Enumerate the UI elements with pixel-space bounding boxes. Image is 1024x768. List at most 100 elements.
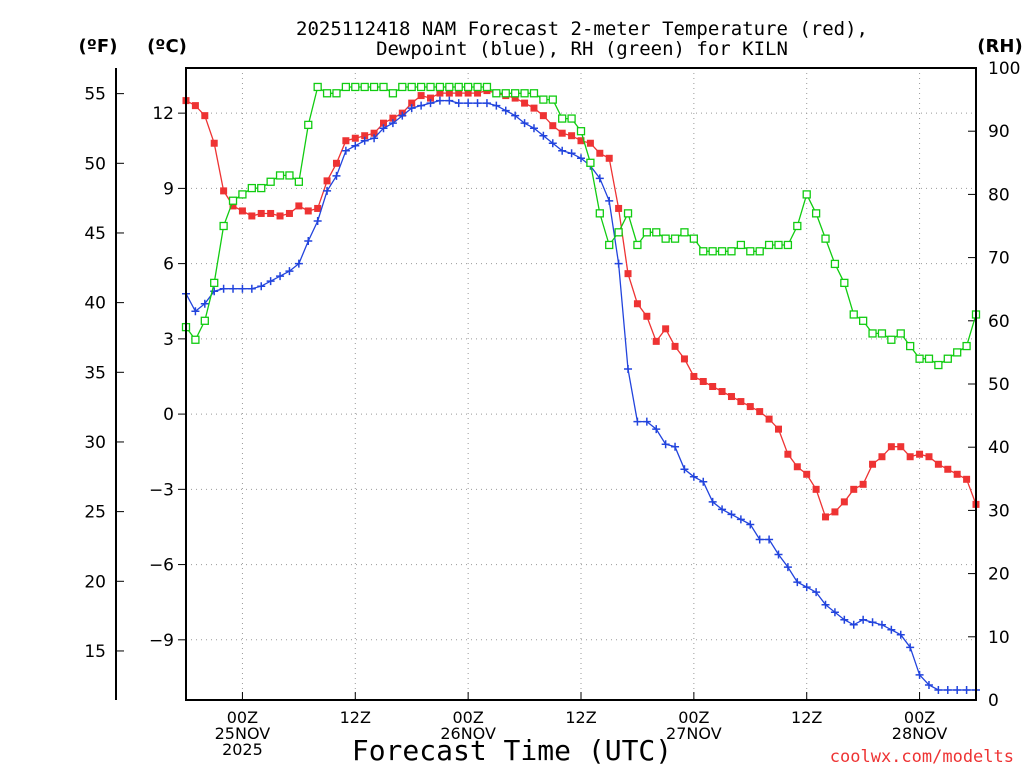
temperature-point	[586, 139, 594, 147]
dewpoint-point	[633, 417, 642, 426]
temperature-point	[238, 207, 246, 215]
dewpoint-point	[464, 99, 473, 108]
dewpoint-point	[746, 520, 755, 529]
dewpoint-point	[802, 583, 811, 592]
rh-point	[623, 209, 633, 218]
dewpoint-point	[906, 643, 915, 652]
temperature-point	[897, 443, 905, 451]
dewpoint-point	[642, 417, 651, 426]
x-tick-label: 00Z	[904, 708, 935, 727]
rh-tick-label: 60	[988, 312, 1010, 332]
rh-point	[228, 196, 238, 205]
temperature-point	[869, 460, 877, 468]
dewpoint-point	[257, 282, 266, 291]
rh-point	[388, 89, 398, 98]
f-tick-label: 40	[84, 294, 106, 314]
rh-point	[492, 89, 501, 98]
x-tick-label: 00Z	[452, 708, 483, 727]
rh-point	[398, 82, 407, 92]
celsius-axis-label: (ºC)	[147, 36, 187, 57]
rh-point	[332, 89, 341, 98]
temperature-point	[427, 94, 435, 102]
temperature-point	[850, 485, 858, 493]
plot-frame	[185, 67, 977, 701]
rh-point	[304, 120, 313, 130]
temperature-point	[803, 470, 811, 478]
dewpoint-point	[614, 259, 623, 268]
x-tick-label: 28NOV	[892, 724, 948, 743]
rh-point	[407, 82, 416, 92]
dewpoint-point	[840, 615, 849, 624]
dewpoint-point	[962, 685, 971, 694]
rh-point	[285, 171, 294, 180]
rh-point	[614, 228, 623, 237]
rh-tick-label: 80	[988, 185, 1010, 205]
dewpoint-point	[191, 307, 200, 316]
dewpoint-point	[323, 186, 332, 195]
temperature-point	[775, 425, 782, 433]
rh-point	[840, 278, 849, 288]
rh-point	[680, 228, 689, 237]
rh-point	[887, 335, 896, 344]
c-tick-label: −6	[149, 556, 174, 576]
x-tick-label: 12Z	[340, 708, 371, 727]
dewpoint-point	[689, 472, 698, 481]
rh-point	[191, 335, 200, 344]
dewpoint-point	[943, 685, 952, 694]
dewpoint-point	[934, 685, 943, 694]
x-tick-label: 00Z	[227, 708, 258, 727]
temperature-point	[464, 89, 472, 97]
temperature-point	[765, 415, 773, 423]
rh-tick-label: 20	[988, 565, 1010, 585]
rh-point	[811, 209, 821, 218]
temperature-point	[511, 94, 519, 102]
rh-point	[266, 177, 275, 186]
temperature-point	[746, 403, 754, 411]
dewpoint-point	[238, 284, 247, 293]
rh-point	[257, 183, 266, 193]
rh-point	[943, 354, 952, 363]
rh-point	[877, 329, 887, 338]
rh-point	[275, 171, 285, 180]
temperature-point	[727, 393, 735, 401]
rh-point	[482, 82, 492, 92]
dewpoint-point	[501, 106, 510, 115]
f-tick-label: 20	[84, 572, 106, 592]
dewpoint-point	[285, 267, 294, 276]
rh-point	[586, 158, 595, 167]
f-tick-label: 25	[84, 503, 106, 523]
rh-point	[830, 259, 840, 269]
dewpoint-point	[736, 515, 745, 524]
temperature-point	[332, 159, 340, 167]
dewpoint-point	[341, 146, 350, 155]
temperature-point	[370, 129, 378, 137]
temperature-point	[191, 102, 199, 110]
temperature-point	[210, 139, 218, 147]
dewpoint-point	[708, 497, 717, 506]
temperature-point	[643, 312, 651, 320]
rh-point	[642, 228, 651, 237]
dewpoint-point	[915, 670, 924, 679]
dewpoint-point	[407, 104, 416, 113]
dewpoint-point	[783, 563, 792, 572]
rh-point	[934, 360, 943, 370]
temperature-point	[380, 119, 387, 127]
temperature-point	[389, 114, 397, 122]
temperature-point	[417, 92, 425, 100]
dewpoint-line	[185, 99, 976, 691]
rh-point	[520, 89, 529, 98]
dewpoint-point	[426, 99, 435, 108]
dewpoint-point	[294, 259, 303, 268]
dewpoint-point	[680, 465, 689, 474]
dewpoint-point	[379, 124, 388, 133]
rh-point	[633, 240, 642, 250]
rh-point	[802, 190, 811, 199]
rh-point	[727, 247, 736, 256]
dewpoint-point	[520, 119, 529, 128]
rh-point	[717, 247, 727, 256]
c-tick-label: 0	[163, 405, 174, 425]
x-tick-label: 00Z	[678, 708, 709, 727]
rh-point	[351, 82, 360, 92]
dewpoint-point	[953, 685, 962, 694]
